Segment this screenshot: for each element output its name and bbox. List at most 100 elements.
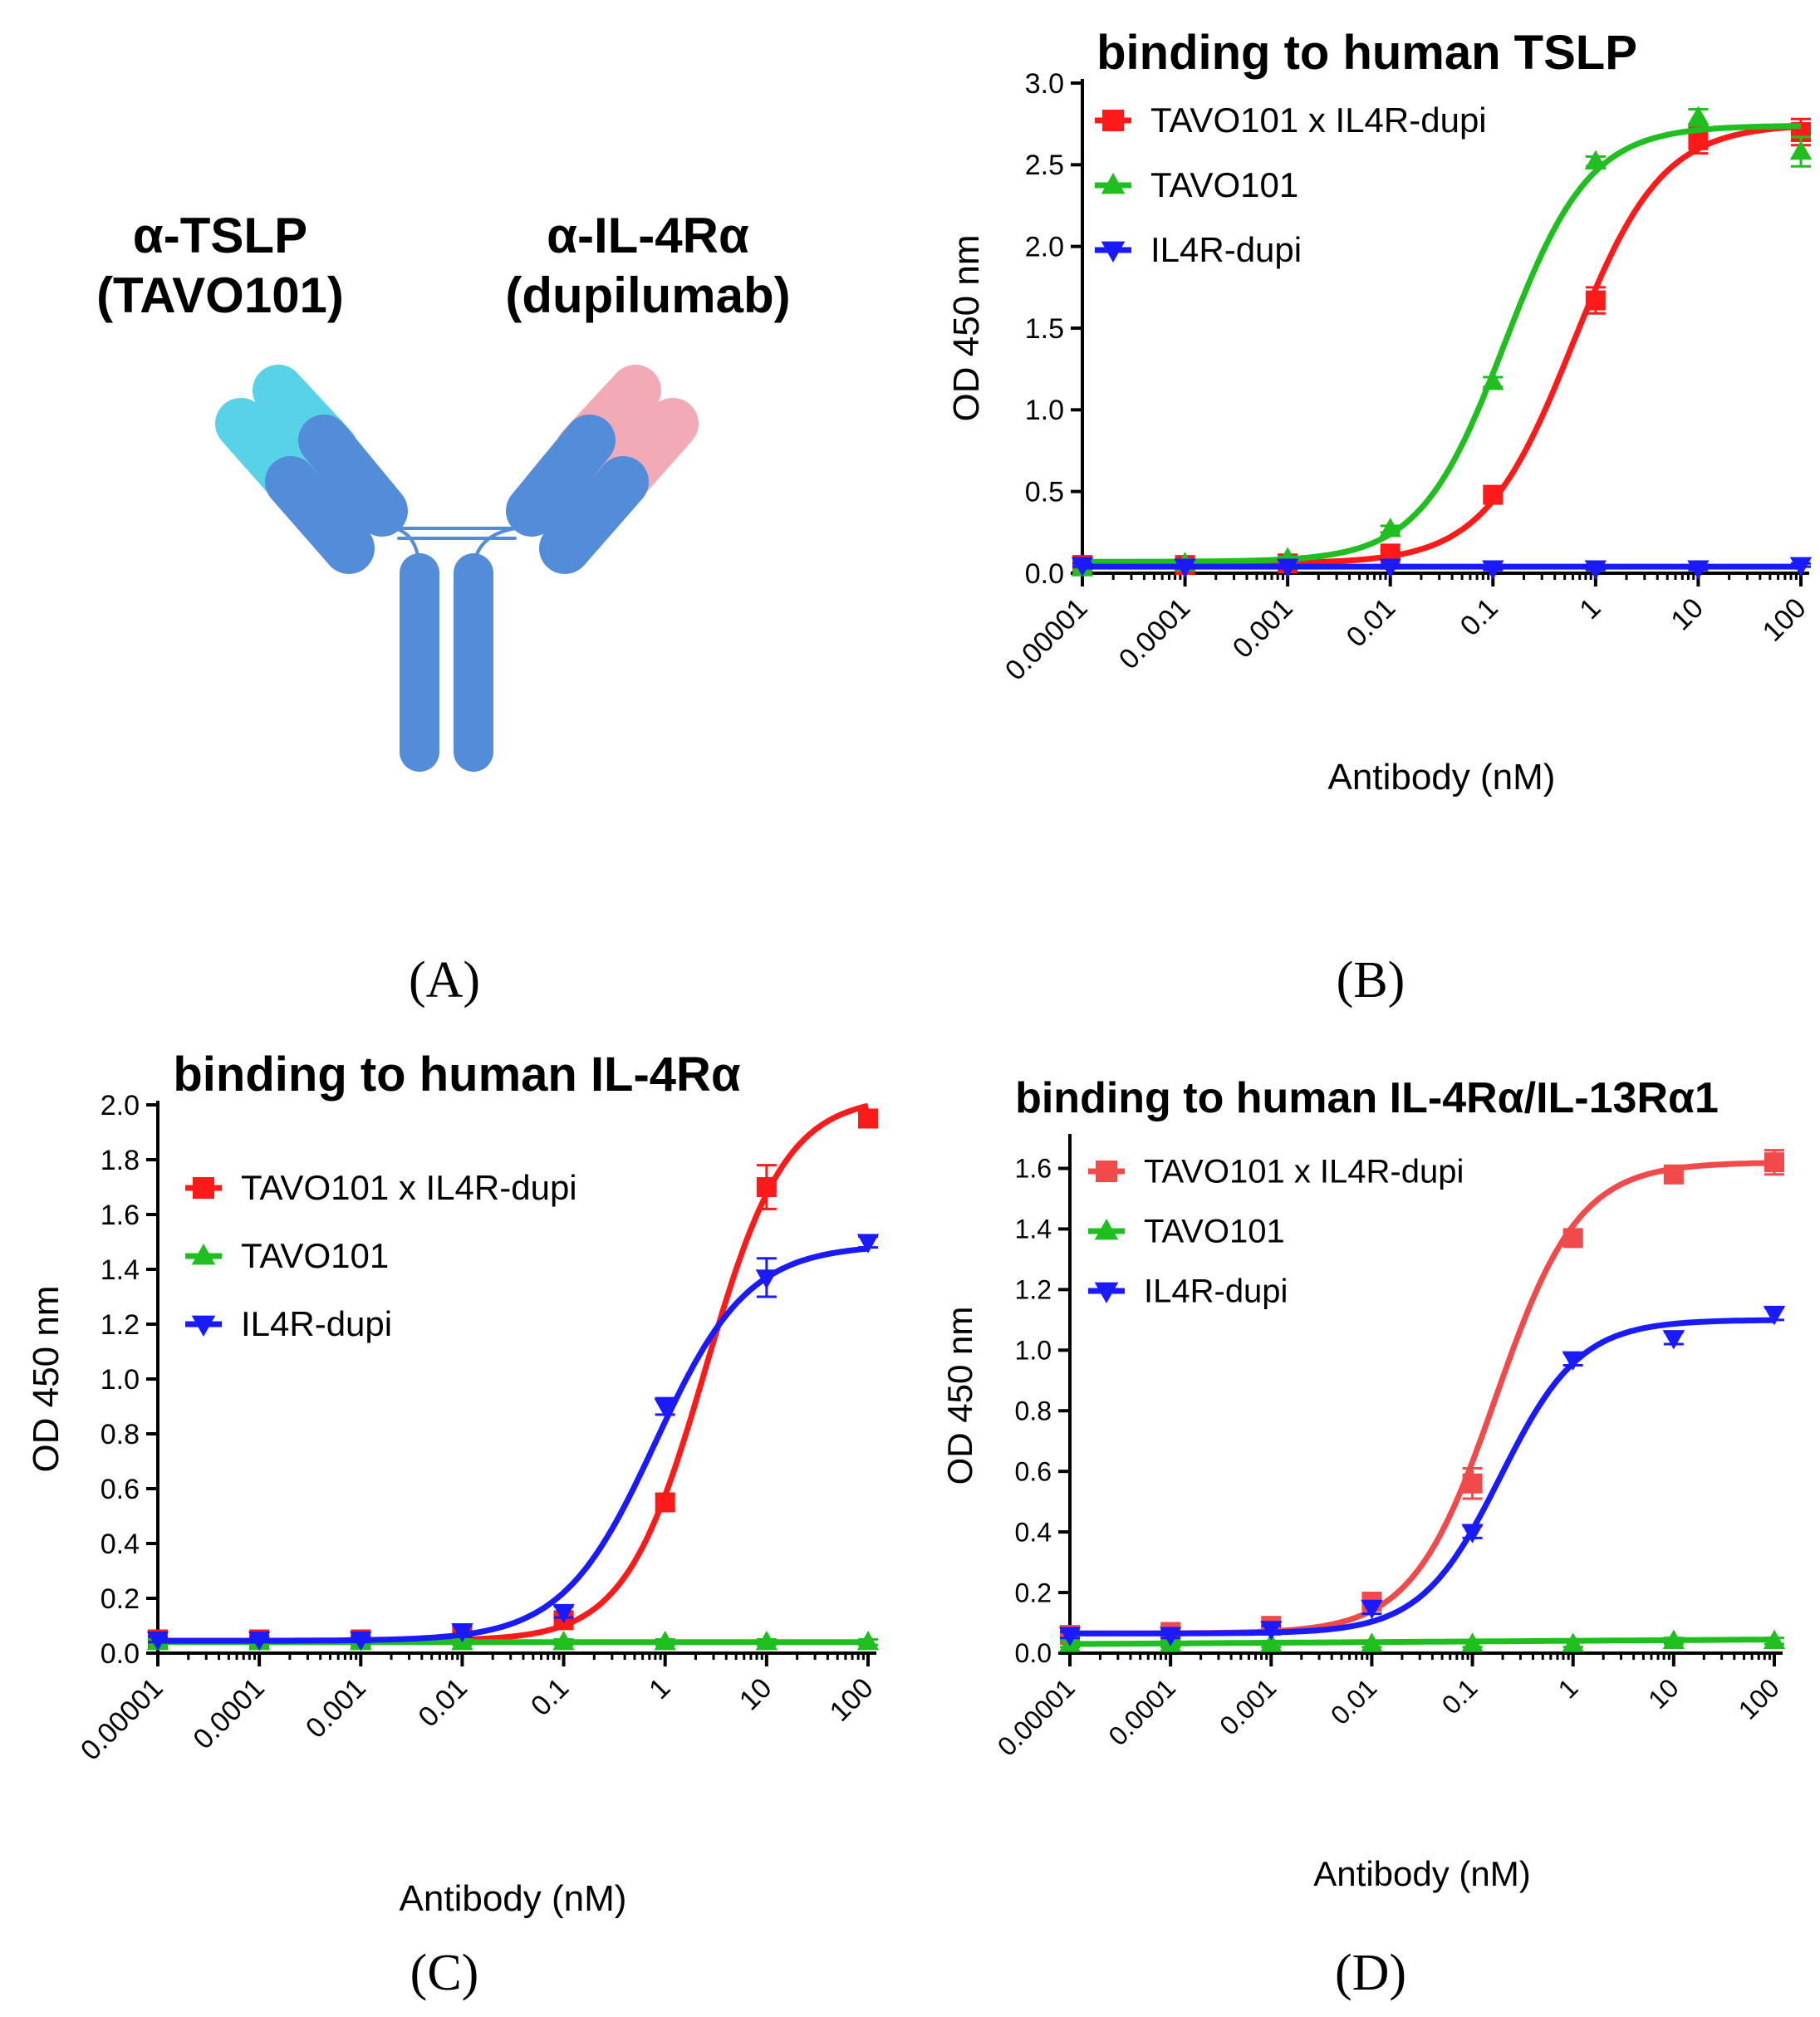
data-point (1380, 543, 1401, 564)
legend-label: TAVO101 (241, 1236, 389, 1275)
data-point (1562, 1632, 1584, 1652)
data-point (1461, 1632, 1484, 1652)
y-tick-label: 1.0 (1025, 395, 1064, 426)
y-tick-label: 0.0 (1015, 1638, 1052, 1668)
legend-label: TAVO101 x IL4R-dupi (1144, 1153, 1464, 1190)
right-antibody-label-line1: α-IL-4Rα (547, 208, 749, 263)
legend-marker (191, 1244, 216, 1265)
panel-letter-d: (D) (1334, 1945, 1407, 2001)
panel-d: binding to human IL-4Rα/IL-13Rα1 0.0 0.2 0… (914, 1022, 1820, 2017)
data-point (1159, 1627, 1182, 1646)
x-tick-label: 100 (1733, 1672, 1785, 1725)
bispecific-antibody-icon (215, 365, 699, 772)
x-tick-label: 1 (1553, 1672, 1584, 1704)
legend-marker (1101, 173, 1126, 194)
fit-curve (1069, 1637, 1774, 1647)
y-tick-label: 0.4 (1015, 1517, 1052, 1547)
data-point (1483, 484, 1504, 505)
x-tick-label: 0.001 (300, 1672, 372, 1745)
y-tick-label: 0.4 (101, 1529, 140, 1560)
y-tick-label: 1.2 (1015, 1275, 1052, 1305)
data-point (1379, 558, 1401, 578)
y-tick-label: 1.6 (101, 1200, 140, 1231)
x-tick-label: 0.1 (1436, 1672, 1484, 1720)
data-point (856, 1631, 880, 1651)
x-tick-label: 10 (1665, 592, 1710, 637)
x-tick-label: 0.001 (1214, 1672, 1282, 1740)
legend-marker (193, 1177, 214, 1199)
panel-letter-c: (C) (410, 1945, 479, 2001)
y-tick-label: 1.2 (101, 1309, 140, 1341)
data-point (1764, 1152, 1784, 1173)
y-tick-label: 0.5 (1025, 477, 1064, 508)
data-point (552, 1603, 575, 1624)
left-antibody-label: α-TSLP (TAVO101) (46, 206, 395, 326)
x-axis-label: Antibody (nM) (400, 1878, 627, 1919)
y-tick-label: 0.0 (101, 1638, 140, 1670)
x-tick-label: 0.0001 (1113, 592, 1196, 675)
left-antibody-label-line1: α-TSLP (132, 208, 308, 263)
data-point (1789, 140, 1813, 160)
x-tick-label: 0.001 (1227, 592, 1299, 665)
data-point (1662, 1330, 1685, 1350)
fit-curve (1082, 123, 1802, 565)
legend-label: TAVO101 x IL4R-dupi (241, 1168, 577, 1207)
data-point (858, 1108, 878, 1129)
y-tick-label: 1.4 (101, 1254, 140, 1286)
legend-label: TAVO101 (1144, 1213, 1285, 1249)
y-tick-label: 0.0 (1025, 558, 1064, 590)
data-point (756, 1177, 777, 1197)
x-tick-label: 100 (824, 1672, 880, 1728)
legend-label: TAVO101 (1150, 165, 1298, 204)
y-tick-label: 1.4 (1015, 1215, 1052, 1244)
panel-b: binding to human TSLP 0.0 0.5 1.0 1.5 2.0 2.5… (914, 0, 1820, 1022)
y-tick-label: 0.2 (1015, 1578, 1052, 1607)
y-axis-label: OD 450 nm (940, 1307, 979, 1485)
legend-marker (1096, 1161, 1117, 1182)
data-point (451, 1623, 473, 1643)
panel-a: α-TSLP (TAVO101) α-IL-4Rα (dupilumab) (0, 0, 914, 1022)
x-tick-label: 0.01 (412, 1672, 473, 1734)
y-tick-label: 3.0 (1025, 68, 1064, 100)
y-axis-label: OD 450 nm (946, 235, 987, 422)
y-tick-label: 0.8 (101, 1419, 140, 1450)
x-tick-label: 0.0001 (187, 1672, 270, 1755)
fit-curve (1070, 1317, 1774, 1637)
x-tick-label: 1 (1573, 592, 1607, 626)
left-antibody-label-line2: (TAVO101) (96, 267, 344, 323)
x-axis-label: Antibody (nM) (1328, 757, 1556, 797)
x-tick-label: 0.0001 (1102, 1672, 1181, 1751)
x-tick-label: 1 (643, 1672, 676, 1705)
data-point (1361, 1632, 1383, 1652)
data-point (1687, 560, 1710, 580)
x-tick-label: 0.00001 (999, 592, 1094, 687)
data-point (146, 1631, 169, 1651)
data-point (1663, 1164, 1684, 1185)
chart-b: 0.0 0.5 1.0 1.5 2.0 2.5 3.0 0.00001 0.0001 0.001 0… (946, 68, 1813, 797)
y-axis-label: OD 450 nm (26, 1286, 66, 1473)
data-point (1688, 130, 1709, 150)
legend-label: IL4R-dupi (241, 1304, 392, 1343)
data-point (1763, 1629, 1786, 1650)
data-point (1361, 1599, 1383, 1620)
data-point (654, 1631, 676, 1651)
data-point (1482, 371, 1504, 390)
right-antibody-label-line2: (dupilumab) (505, 267, 791, 323)
y-tick-label: 2.5 (1025, 150, 1064, 181)
chart-c: 0.0 0.2 0.4 0.6 0.8 1.0 1.2 1.4 1.6 1.8 2.0 0.00001… (26, 1090, 880, 1919)
data-point (856, 1234, 880, 1254)
data-point (1584, 150, 1607, 169)
x-axis-label: Antibody (nM) (1313, 1854, 1530, 1893)
x-tick-label: 0.1 (1455, 592, 1504, 642)
legend-marker (191, 1315, 216, 1337)
legend-label: TAVO101 x IL4R-dupi (1150, 101, 1487, 140)
data-point (1482, 560, 1504, 580)
panel-c: binding to human IL-4Rα 0.0 0.2 0.4 0.6 0.8 1… (0, 1022, 914, 2017)
chart-d: 0.0 0.2 0.4 0.6 0.8 1.0 1.2 1.4 1.6 0.00001 0.0001… (940, 1134, 1786, 1893)
y-tick-label: 2.0 (1025, 232, 1064, 263)
right-antibody-label: α-IL-4Rα (dupilumab) (473, 206, 822, 326)
data-point (1687, 106, 1710, 125)
right-heavy-fab-inner (506, 415, 616, 537)
chart-d-title: binding to human IL-4Rα/IL-13Rα1 (1015, 1074, 1719, 1122)
x-tick-label: 100 (1757, 592, 1813, 648)
